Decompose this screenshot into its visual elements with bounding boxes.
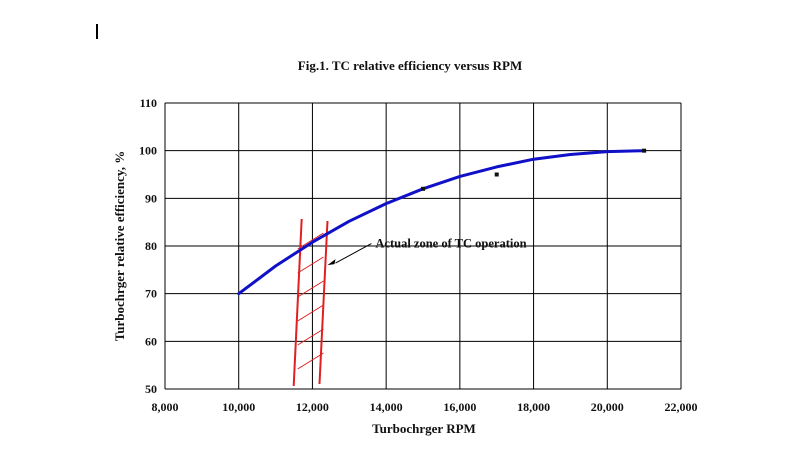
annotation-leader-line	[335, 243, 372, 264]
annotation-arrowhead	[327, 259, 336, 266]
y-tick-label: 110	[140, 96, 157, 110]
x-tick-label: 8,000	[152, 400, 179, 414]
operation-zone	[292, 218, 329, 387]
y-tick-label: 80	[145, 239, 157, 253]
zone-hatch-line	[297, 256, 324, 274]
zone-hatch-line	[297, 328, 324, 346]
data-point	[642, 148, 647, 153]
data-point	[421, 186, 425, 191]
tick-labels: 8,000 10,000 12,000 14,000 16,000 18,000 20,00…	[139, 96, 698, 414]
x-tick-label: 22,000	[665, 400, 698, 414]
efficiency-curve	[237, 149, 646, 296]
zone-right-boundary	[318, 220, 329, 385]
y-tick-label: 100	[139, 144, 157, 158]
x-tick-label: 20,000	[591, 400, 624, 414]
data-point	[494, 172, 499, 177]
y-tick-label: 70	[145, 287, 157, 301]
x-tick-label: 16,000	[443, 400, 476, 414]
x-tick-label: 14,000	[370, 400, 403, 414]
chart-title: Fig.1. TC relative efficiency versus RPM	[298, 58, 522, 73]
zone-hatch-line	[297, 352, 324, 370]
zone-annotation-label: Actual zone of TC operation	[375, 237, 526, 251]
y-tick-label: 60	[145, 334, 157, 348]
chart-grid	[164, 102, 682, 390]
zone-left-boundary	[292, 218, 303, 387]
y-tick-label: 90	[145, 191, 157, 205]
zone-hatch-line	[297, 280, 324, 298]
x-axis-label: Turbochrger RPM	[372, 421, 476, 436]
x-tick-label: 12,000	[296, 400, 329, 414]
efficiency-curve-layer	[237, 149, 646, 296]
y-tick-label: 50	[145, 382, 157, 396]
data-markers	[421, 148, 647, 191]
y-axis-label: Turbochrger relative efficiency, %	[112, 151, 127, 341]
x-tick-label: 18,000	[517, 400, 550, 414]
zone-annotation: Actual zone of TC operation	[327, 237, 527, 266]
zone-hatch-line	[297, 304, 324, 322]
x-tick-label: 10,000	[222, 400, 255, 414]
zone-hatch-line	[297, 232, 324, 250]
text-cursor-mark	[96, 24, 98, 39]
